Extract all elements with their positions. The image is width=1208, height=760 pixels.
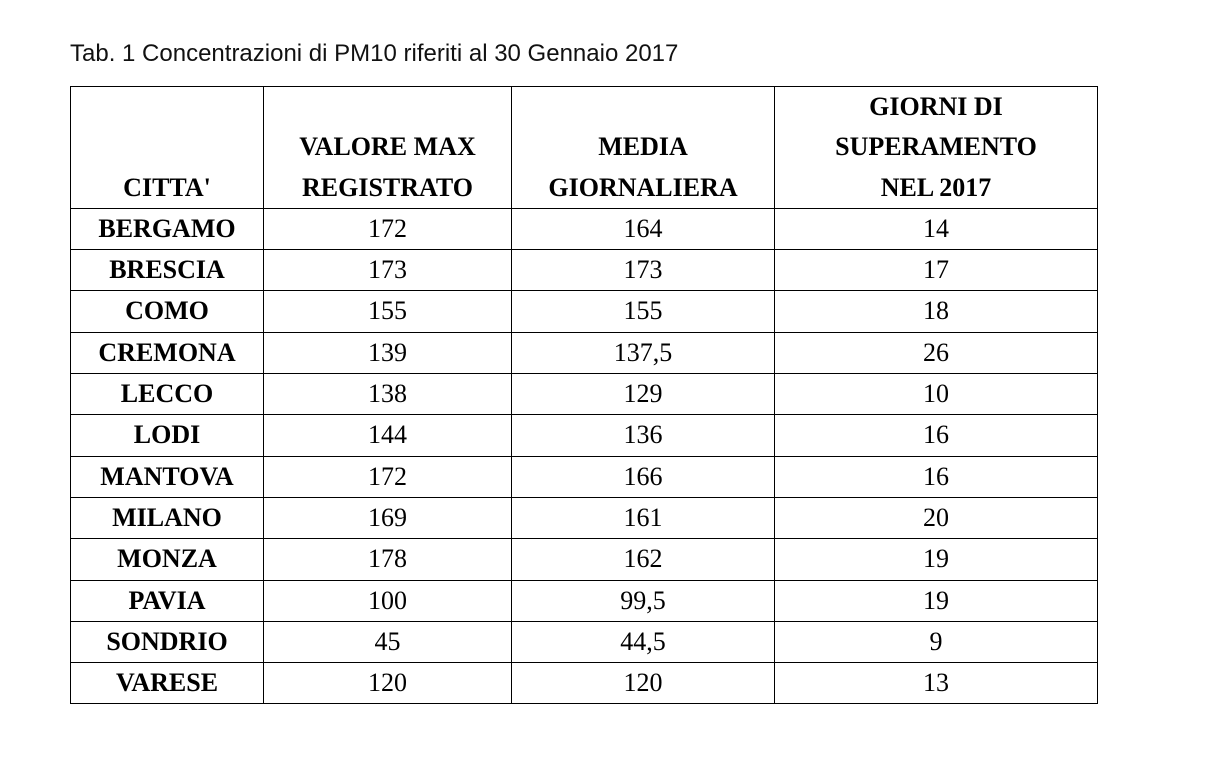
cell-city: LODI <box>71 415 264 456</box>
col-header-media: MEDIA GIORNALIERA <box>512 87 775 209</box>
cell-max: 138 <box>264 374 512 415</box>
table-row: CREMONA139137,526 <box>71 332 1098 373</box>
cell-city: BRESCIA <box>71 250 264 291</box>
cell-giorni: 26 <box>775 332 1098 373</box>
col-header-line: SUPERAMENTO <box>835 132 1037 161</box>
cell-max: 139 <box>264 332 512 373</box>
cell-giorni: 18 <box>775 291 1098 332</box>
pm10-table: CITTA' VALORE MAX REGISTRATO MEDIA GIORNAL… <box>70 86 1098 704</box>
table-caption: Tab. 1 Concentrazioni di PM10 riferiti a… <box>70 40 1138 68</box>
cell-media: 137,5 <box>512 332 775 373</box>
col-header-line: GIORNI DI <box>869 92 1003 121</box>
cell-media: 99,5 <box>512 580 775 621</box>
col-header-giorni: GIORNI DI SUPERAMENTO NEL 2017 <box>775 87 1098 209</box>
table-row: LECCO13812910 <box>71 374 1098 415</box>
cell-giorni: 19 <box>775 580 1098 621</box>
table-row: MILANO16916120 <box>71 497 1098 538</box>
cell-max: 45 <box>264 621 512 662</box>
cell-giorni: 10 <box>775 374 1098 415</box>
cell-giorni: 13 <box>775 663 1098 704</box>
table-row: SONDRIO4544,59 <box>71 621 1098 662</box>
table-row: VARESE12012013 <box>71 663 1098 704</box>
cell-media: 136 <box>512 415 775 456</box>
cell-max: 172 <box>264 456 512 497</box>
cell-max: 120 <box>264 663 512 704</box>
cell-giorni: 16 <box>775 415 1098 456</box>
table-row: MANTOVA17216616 <box>71 456 1098 497</box>
cell-giorni: 9 <box>775 621 1098 662</box>
cell-city: BERGAMO <box>71 208 264 249</box>
cell-city: COMO <box>71 291 264 332</box>
cell-city: CREMONA <box>71 332 264 373</box>
cell-media: 44,5 <box>512 621 775 662</box>
col-header-line: CITTA' <box>123 173 211 202</box>
cell-max: 144 <box>264 415 512 456</box>
cell-city: LECCO <box>71 374 264 415</box>
cell-media: 166 <box>512 456 775 497</box>
cell-city: PAVIA <box>71 580 264 621</box>
table-row: BERGAMO17216414 <box>71 208 1098 249</box>
table-row: LODI14413616 <box>71 415 1098 456</box>
table-row: BRESCIA17317317 <box>71 250 1098 291</box>
col-header-line: VALORE MAX <box>299 132 475 161</box>
table-header-row: CITTA' VALORE MAX REGISTRATO MEDIA GIORNAL… <box>71 87 1098 209</box>
cell-giorni: 19 <box>775 539 1098 580</box>
cell-city: MANTOVA <box>71 456 264 497</box>
col-header-line: MEDIA <box>598 132 688 161</box>
cell-city: VARESE <box>71 663 264 704</box>
cell-media: 155 <box>512 291 775 332</box>
col-header-city: CITTA' <box>71 87 264 209</box>
cell-city: MONZA <box>71 539 264 580</box>
cell-city: MILANO <box>71 497 264 538</box>
table-row: COMO15515518 <box>71 291 1098 332</box>
cell-giorni: 16 <box>775 456 1098 497</box>
cell-max: 172 <box>264 208 512 249</box>
cell-media: 120 <box>512 663 775 704</box>
table-body: BERGAMO17216414BRESCIA17317317COMO155155… <box>71 208 1098 704</box>
col-header-line: NEL 2017 <box>881 173 992 202</box>
table-header: CITTA' VALORE MAX REGISTRATO MEDIA GIORNAL… <box>71 87 1098 209</box>
cell-media: 173 <box>512 250 775 291</box>
cell-giorni: 17 <box>775 250 1098 291</box>
cell-media: 161 <box>512 497 775 538</box>
cell-media: 164 <box>512 208 775 249</box>
cell-media: 162 <box>512 539 775 580</box>
cell-giorni: 20 <box>775 497 1098 538</box>
cell-city: SONDRIO <box>71 621 264 662</box>
cell-max: 155 <box>264 291 512 332</box>
cell-max: 100 <box>264 580 512 621</box>
cell-media: 129 <box>512 374 775 415</box>
cell-max: 169 <box>264 497 512 538</box>
table-row: MONZA17816219 <box>71 539 1098 580</box>
col-header-line: GIORNALIERA <box>548 173 737 202</box>
col-header-max: VALORE MAX REGISTRATO <box>264 87 512 209</box>
table-row: PAVIA10099,519 <box>71 580 1098 621</box>
cell-max: 178 <box>264 539 512 580</box>
col-header-line: REGISTRATO <box>302 173 473 202</box>
cell-giorni: 14 <box>775 208 1098 249</box>
cell-max: 173 <box>264 250 512 291</box>
